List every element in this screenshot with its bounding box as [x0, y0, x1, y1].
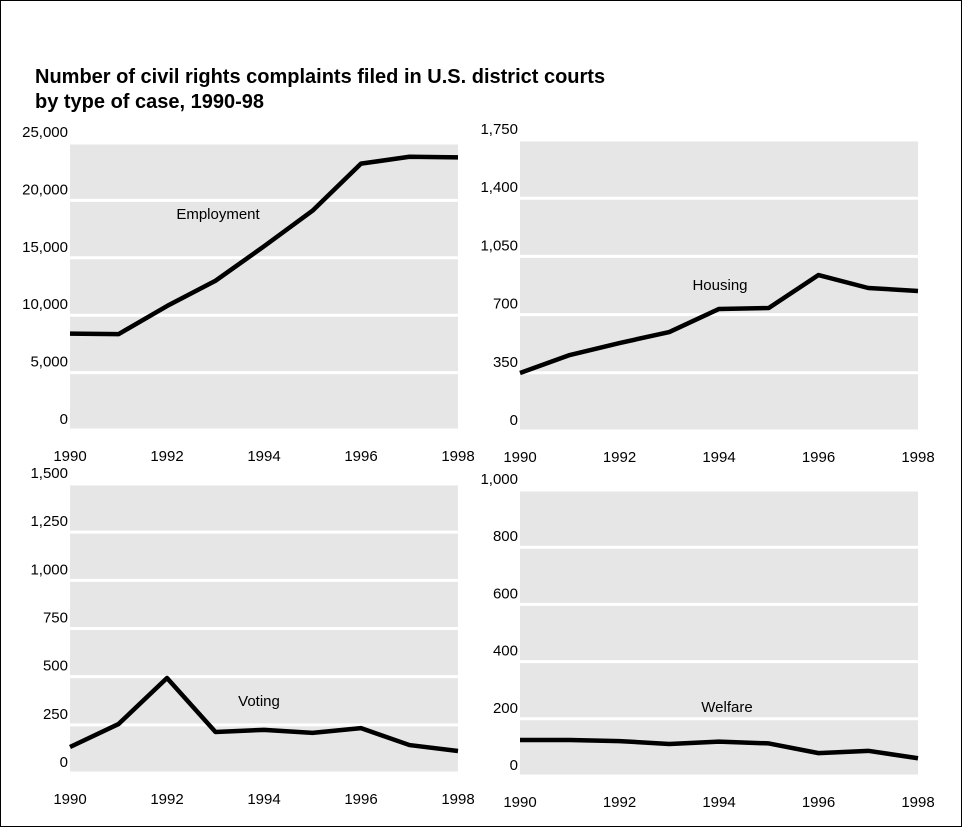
y-tick-label: 1,000	[30, 561, 68, 578]
y-tick-label: 15,000	[22, 239, 68, 256]
y-tick-label: 0	[510, 412, 518, 429]
y-tick-label: 0	[60, 754, 68, 771]
plot-area	[70, 143, 458, 430]
chart-title: by type of case, 1990-98	[35, 91, 264, 113]
plot-area	[520, 490, 918, 776]
y-tick-label: 800	[493, 528, 518, 545]
y-tick-label: 400	[493, 643, 518, 660]
y-tick-label: 600	[493, 585, 518, 602]
x-tick-label: 1998	[441, 448, 474, 465]
x-tick-label: 1992	[150, 791, 183, 808]
y-tick-label: 350	[493, 354, 518, 371]
x-tick-label: 1994	[702, 794, 735, 811]
y-tick-label: 1,400	[480, 179, 518, 196]
x-tick-label: 1992	[603, 449, 636, 466]
y-tick-label: 700	[493, 296, 518, 313]
series-label: Housing	[692, 277, 747, 294]
chart-title: Number of civil rights complaints filed …	[35, 66, 605, 88]
x-tick-label: 1996	[802, 794, 835, 811]
x-tick-label: 1996	[802, 449, 835, 466]
y-tick-label: 1,000	[480, 471, 518, 488]
y-tick-label: 20,000	[22, 181, 68, 198]
y-tick-label: 0	[510, 757, 518, 774]
x-tick-label: 1992	[603, 794, 636, 811]
y-tick-label: 250	[43, 706, 68, 723]
y-tick-label: 1,050	[480, 237, 518, 254]
y-tick-label: 200	[493, 700, 518, 717]
series-label: Welfare	[701, 699, 752, 716]
y-tick-label: 1,750	[480, 121, 518, 138]
x-tick-label: 1990	[53, 791, 86, 808]
x-tick-label: 1994	[247, 448, 280, 465]
x-tick-label: 1994	[247, 791, 280, 808]
x-tick-label: 1990	[503, 794, 536, 811]
data-line	[519, 272, 919, 376]
series-label: Employment	[176, 206, 260, 223]
data-line	[69, 675, 459, 754]
y-tick-label: 10,000	[22, 296, 68, 313]
x-tick-label: 1998	[901, 794, 934, 811]
y-tick-label: 1,500	[30, 465, 68, 482]
x-tick-label: 1990	[503, 449, 536, 466]
y-tick-label: 25,000	[22, 124, 68, 141]
x-tick-label: 1998	[441, 791, 474, 808]
x-tick-label: 1996	[344, 448, 377, 465]
y-tick-label: 500	[43, 658, 68, 675]
x-tick-label: 1994	[702, 449, 735, 466]
x-tick-label: 1998	[901, 449, 934, 466]
x-tick-label: 1990	[53, 448, 86, 465]
y-tick-label: 750	[43, 609, 68, 626]
x-tick-label: 1992	[150, 448, 183, 465]
series-label: Voting	[238, 693, 280, 710]
x-tick-label: 1996	[344, 791, 377, 808]
data-line	[69, 154, 459, 337]
y-tick-label: 5,000	[30, 354, 68, 371]
y-tick-label: 0	[60, 411, 68, 428]
data-line	[520, 737, 919, 761]
y-tick-label: 1,250	[30, 513, 68, 530]
